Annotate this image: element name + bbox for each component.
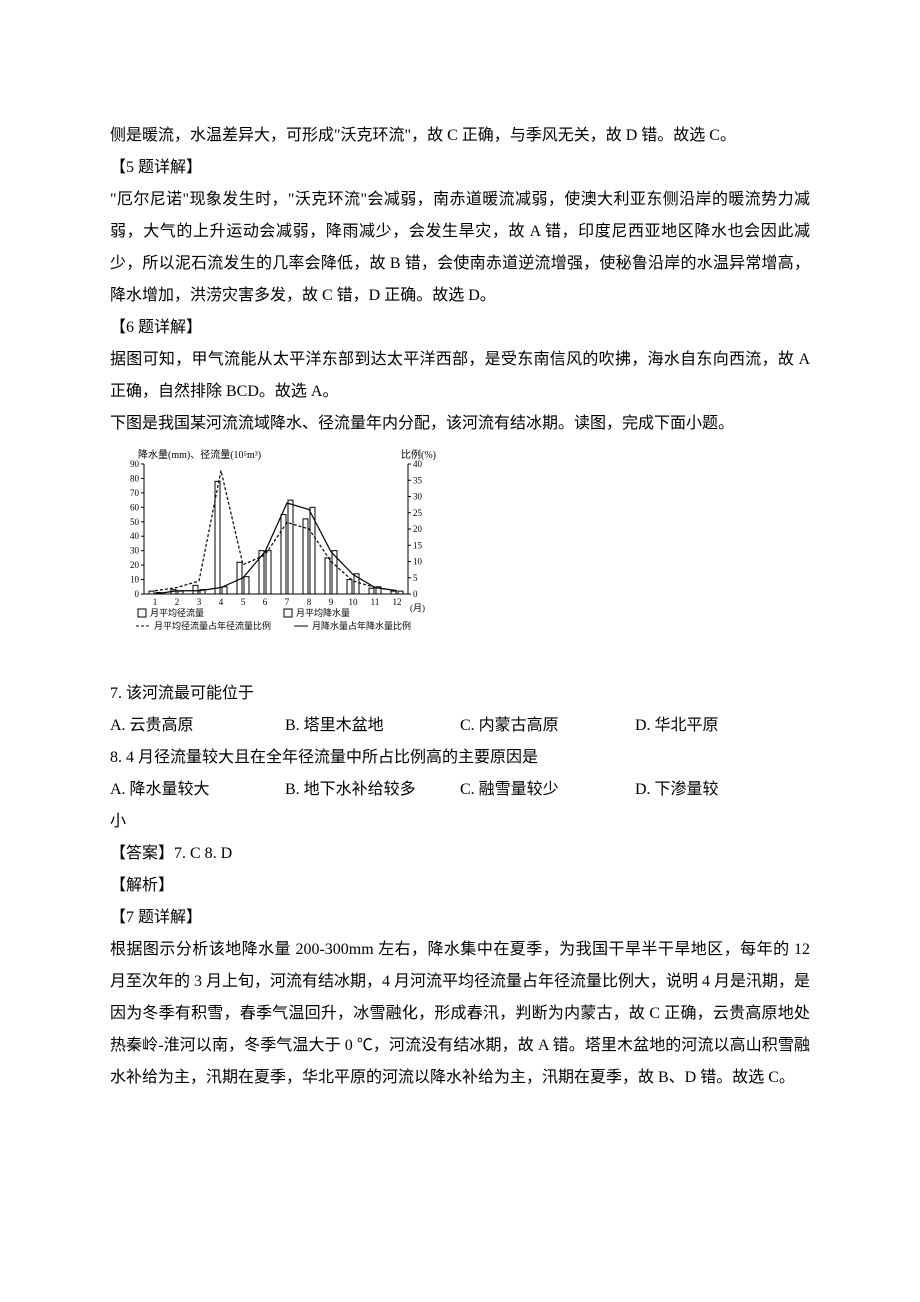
q7-stem: 7. 该河流最可能位于 [110,678,810,710]
paragraph: "厄尔尼诺"现象发生时，"沃克环流"会减弱，南赤道暖流减弱，使澳大利亚东侧沿岸的… [110,184,810,312]
svg-text:2: 2 [175,597,180,607]
q8-options: A. 降水量较大 B. 地下水补给较多 C. 融雪量较少 D. 下渗量较 [110,774,810,806]
svg-text:降水量(mm)、径流量(10⁵m³): 降水量(mm)、径流量(10⁵m³) [138,448,261,461]
svg-text:(月): (月) [410,603,425,613]
svg-text:5: 5 [413,573,418,583]
runoff-precip-chart: 降水量(mm)、径流量(10⁵m³)比例(%)01020304050607080… [110,446,810,668]
q8-stem: 8. 4 月径流量较大且在全年径流量中所占比例高的主要原因是 [110,742,810,774]
chart-intro: 下图是我国某河流流域降水、径流量年内分配，该河流有结冰期。读图，完成下面小题。 [110,408,810,440]
svg-text:月平均径流量占年径流量比例: 月平均径流量占年径流量比例 [154,620,271,631]
document-page: 侧是暖流，水温差异大，可形成"沃克环流"，故 C 正确，与季风无关，故 D 错。… [0,0,920,1302]
svg-text:0: 0 [413,589,418,599]
svg-text:60: 60 [130,502,140,512]
svg-text:7: 7 [285,597,290,607]
svg-text:9: 9 [329,597,334,607]
svg-text:35: 35 [413,475,423,485]
svg-text:40: 40 [413,459,423,469]
svg-text:8: 8 [307,597,312,607]
q8-option-d-cont: 小 [110,806,810,838]
paragraph: 据图可知，甲气流能从太平洋东部到达太平洋西部，是受东南信风的吹拂，海水自东向西流… [110,344,810,408]
svg-text:30: 30 [413,492,423,502]
svg-text:5: 5 [241,597,246,607]
svg-text:月平均降水量: 月平均降水量 [296,607,350,618]
q7-option-c: C. 内蒙古高原 [460,710,635,742]
svg-text:0: 0 [135,589,140,599]
svg-text:10: 10 [413,557,423,567]
svg-text:月平均径流量: 月平均径流量 [150,607,204,618]
svg-text:50: 50 [130,517,140,527]
svg-text:4: 4 [219,597,224,607]
answers-line: 【答案】7. C 8. D [110,838,810,870]
svg-text:1: 1 [153,597,158,607]
q7-detail-heading: 【7 题详解】 [110,902,810,934]
svg-text:3: 3 [197,597,202,607]
paragraph: 侧是暖流，水温差异大，可形成"沃克环流"，故 C 正确，与季风无关，故 D 错。… [110,120,810,152]
svg-text:40: 40 [130,531,140,541]
svg-text:月降水量占年降水量比例: 月降水量占年降水量比例 [312,620,411,631]
q8-option-a: A. 降水量较大 [110,774,285,806]
q8-option-c: C. 融雪量较少 [460,774,635,806]
svg-text:10: 10 [349,597,359,607]
q7-option-a: A. 云贵高原 [110,710,285,742]
q6-detail-heading: 【6 题详解】 [110,312,810,344]
q7-option-b: B. 塔里木盆地 [285,710,460,742]
svg-text:15: 15 [413,540,423,550]
svg-text:80: 80 [130,473,140,483]
q7-options: A. 云贵高原 B. 塔里木盆地 C. 内蒙古高原 D. 华北平原 [110,710,810,742]
svg-text:10: 10 [130,575,140,585]
q7-detail-paragraph: 根据图示分析该地降水量 200-300mm 左右，降水集中在夏季，为我国干旱半干… [110,934,810,1094]
svg-text:20: 20 [413,524,423,534]
q7-option-d: D. 华北平原 [635,710,810,742]
svg-text:30: 30 [130,546,140,556]
jiexi-heading: 【解析】 [110,870,810,902]
q5-detail-heading: 【5 题详解】 [110,152,810,184]
svg-text:12: 12 [393,597,402,607]
q8-option-b: B. 地下水补给较多 [285,774,460,806]
q8-option-d: D. 下渗量较 [635,774,810,806]
svg-text:11: 11 [371,597,380,607]
svg-text:90: 90 [130,459,140,469]
svg-text:6: 6 [263,597,268,607]
svg-text:20: 20 [130,560,140,570]
svg-text:70: 70 [130,488,140,498]
svg-text:25: 25 [413,508,423,518]
